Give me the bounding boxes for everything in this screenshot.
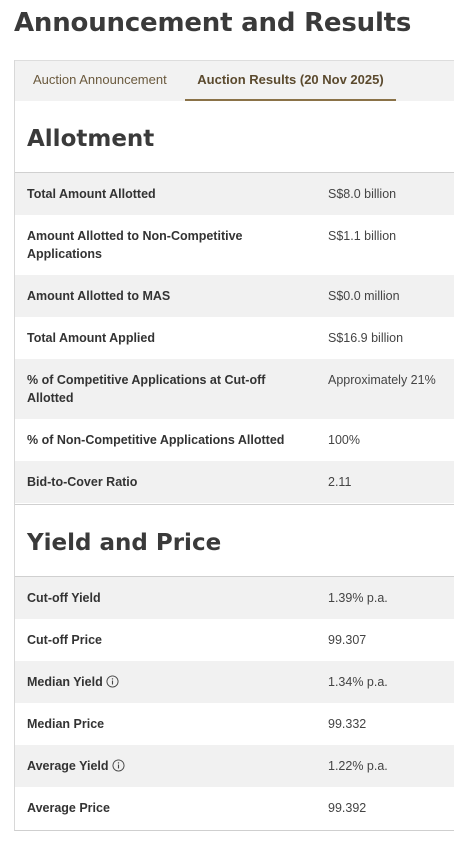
row-label: Cut-off Price [27,633,102,647]
row-label: Median Price [27,717,105,731]
table-row: Cut-off Price 99.307 [15,619,454,661]
row-label-wrap: Median Yield [27,673,299,691]
row-label: Cut-off Yield [27,591,101,605]
yield-price-heading: Yield and Price [27,530,222,556]
row-value: 99.332 [328,717,367,731]
row-value: S$1.1 billion [328,229,397,243]
table-row: Average Price 99.392 [15,787,454,829]
row-label: Amount Allotted to MAS [27,289,171,303]
row-value: 1.34% p.a. [328,675,388,689]
info-icon[interactable] [111,759,125,772]
row-label-wrap: Average Yield [27,757,299,775]
tab-auction-announcement[interactable]: Auction Announcement [33,72,167,87]
tab-auction-results[interactable]: Auction Results (20 Nov 2025) [185,61,396,101]
table-row: Bid-to-Cover Ratio 2.11 [15,461,454,503]
row-value: Approximately 21% [328,373,436,387]
table-row: Average Yield 1.22% p.a. [15,745,454,787]
page-title: Announcement and Results [14,8,412,38]
row-value: S$0.0 million [328,289,400,303]
table-row: Amount Allotted to Non-Competitive Appli… [15,215,454,275]
row-value: 100% [328,433,360,447]
row-value: S$8.0 billion [328,187,397,201]
table-row: Median Price 99.332 [15,703,454,745]
yield-price-table: Cut-off Yield 1.39% p.a. Cut-off Price 9… [15,576,454,829]
row-label: Average Yield [27,759,109,773]
row-value: 99.307 [328,633,367,647]
row-label: Average Price [27,801,110,815]
row-label: Median Yield [27,675,103,689]
table-row: Amount Allotted to MAS S$0.0 million [15,275,454,317]
info-icon[interactable] [106,675,119,688]
row-label: % of Competitive Applications at Cut-off… [27,373,266,405]
row-value: 2.11 [328,475,352,489]
table-row: Cut-off Yield 1.39% p.a. [15,577,454,619]
row-value: 99.392 [328,801,367,815]
allotment-heading: Allotment [27,126,155,152]
row-value: S$16.9 billion [328,331,404,345]
table-row: Total Amount Allotted S$8.0 billion [15,173,454,215]
results-panel: Auction Announcement Auction Results (20… [14,60,454,831]
row-label: Total Amount Applied [27,331,155,345]
tab-bar: Auction Announcement Auction Results (20… [15,60,454,101]
table-row: Total Amount Applied S$16.9 billion [15,317,454,359]
table-row: % of Non-Competitive Applications Allott… [15,419,454,461]
row-label: Bid-to-Cover Ratio [27,475,138,489]
row-label: Amount Allotted to Non-Competitive Appli… [27,229,243,261]
row-value: 1.22% p.a. [328,759,388,773]
row-value: 1.39% p.a. [328,591,388,605]
allotment-table: Total Amount Allotted S$8.0 billion Amou… [15,172,454,503]
row-label: % of Non-Competitive Applications Allott… [27,433,285,447]
section-divider [15,504,454,505]
row-label: Total Amount Allotted [27,187,156,201]
table-row: Median Yield 1.34% p.a. [15,661,454,703]
table-row: % of Competitive Applications at Cut-off… [15,359,454,419]
